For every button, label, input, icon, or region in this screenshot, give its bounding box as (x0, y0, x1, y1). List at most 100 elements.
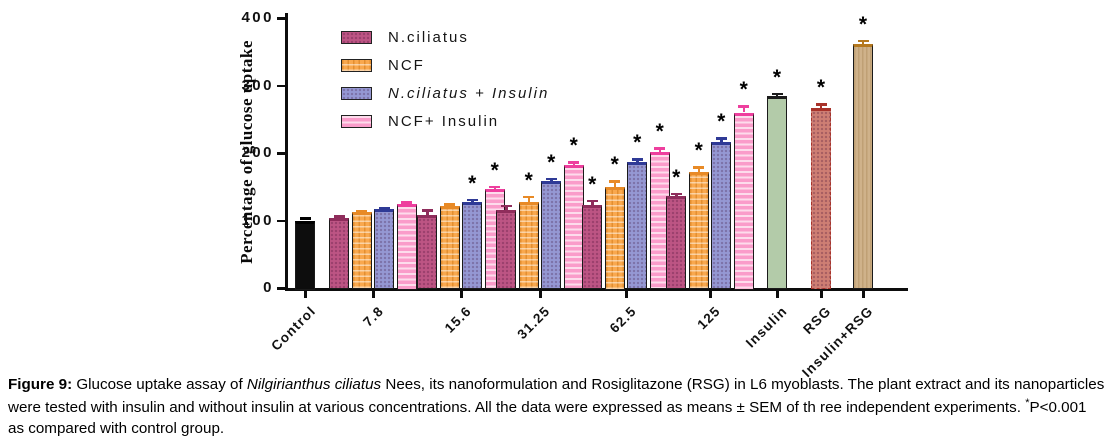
bar-ncf-insulin (733, 112, 754, 290)
error-bar-stem (697, 167, 700, 172)
significance-asterisk: * (633, 131, 642, 155)
error-bar-stem (613, 181, 616, 187)
error-bar-cap (631, 158, 643, 161)
x-axis-label: 125 (694, 303, 724, 333)
x-axis-label: 15.6 (441, 303, 475, 336)
error-bar-cap (421, 209, 433, 212)
significance-asterisk: * (610, 153, 619, 177)
bar-insulin (767, 96, 787, 290)
significance-asterisk: * (588, 172, 597, 196)
error-bar-cap (333, 215, 345, 218)
y-axis-tick (277, 17, 285, 20)
y-axis-line (285, 13, 288, 291)
error-bar-cap (500, 204, 512, 208)
error-bar-cap (299, 217, 311, 220)
error-bar-stem (658, 148, 661, 152)
significance-asterisk: * (816, 76, 826, 100)
legend-label: N.ciliatus + Insulin (388, 85, 550, 102)
x-axis-label: RSG (800, 303, 835, 338)
bar-n-ciliatus-insulin (541, 181, 562, 290)
bar-n-ciliatus-insulin (711, 142, 732, 290)
significance-asterisk: * (717, 110, 726, 134)
significance-asterisk: * (739, 78, 748, 102)
x-axis-tick (709, 291, 712, 298)
error-bar-stem (720, 138, 723, 143)
bar-n-ciliatus-insulin (462, 201, 483, 290)
error-bar-stem (591, 200, 594, 205)
legend-swatch (341, 87, 372, 100)
bar-insulin-rsg (853, 44, 873, 290)
significance-asterisk: * (468, 171, 477, 195)
legend-item: NCF+ Insulin (341, 113, 549, 130)
significance-asterisk: * (547, 150, 556, 174)
x-axis-tick (820, 291, 823, 298)
legend-item: N.ciliatus (341, 29, 549, 46)
x-axis-line (285, 288, 908, 291)
bar-ncf (351, 212, 372, 290)
y-tick-label: 400 (241, 9, 274, 26)
error-bar-cap (523, 195, 535, 199)
x-axis-label: 31.25 (514, 303, 554, 342)
bar-rsg (811, 107, 831, 290)
x-axis-tick (460, 291, 463, 298)
x-axis-tick (304, 291, 307, 298)
bar-n-ciliatus-insulin (627, 161, 648, 290)
caption-species-name: Nilgirianthus ciliatus (246, 376, 382, 393)
figure-caption-label: Figure 9: (8, 376, 73, 393)
legend-swatch (341, 59, 372, 72)
error-bar-stem (861, 40, 865, 45)
error-bar-cap (401, 201, 413, 204)
error-bar-cap (857, 39, 869, 43)
error-bar-stem (819, 104, 823, 108)
bar-ncf (688, 171, 709, 290)
legend-label: N.ciliatus (388, 29, 469, 46)
error-bar-stem (426, 210, 429, 216)
bar-ncf (518, 201, 539, 290)
significance-asterisk: * (524, 168, 533, 192)
figure-caption: Figure 9: Glucose uptake assay of Nilgir… (8, 374, 1105, 440)
error-bar-cap (466, 198, 478, 202)
x-axis-label: Control (267, 303, 319, 354)
error-bar-stem (527, 196, 530, 202)
caption-significance-text: P<0.001 as compared with control group. (8, 398, 1087, 438)
legend-item: N.ciliatus + Insulin (341, 85, 550, 102)
error-bar-cap (771, 92, 783, 96)
error-bar-cap (444, 203, 456, 206)
bar-ncf-insulin (396, 203, 417, 290)
legend-swatch (341, 115, 372, 128)
error-bar-cap (715, 137, 727, 140)
significance-asterisk: * (655, 120, 664, 144)
y-tick-label: 0 (263, 279, 274, 296)
bar-control (295, 220, 315, 290)
error-bar-cap (609, 180, 621, 183)
error-bar-cap (654, 147, 666, 150)
significance-asterisk: * (858, 12, 868, 36)
y-tick-label: 300 (241, 76, 274, 94)
bar-ncf-insulin (563, 165, 584, 290)
caption-text-2: Nees, its nanoformulation and Rosiglitaz… (8, 376, 1105, 416)
bar-ncf-insulin (649, 151, 670, 290)
significance-asterisk: * (569, 134, 578, 158)
error-bar-cap (693, 166, 705, 169)
y-axis-tick (277, 84, 285, 87)
y-axis-tick (277, 152, 285, 155)
significance-asterisk: * (672, 165, 681, 189)
error-bar-cap (545, 177, 557, 181)
chart-legend: N.ciliatus NCF N.ciliatus + Insulin NCF+ In… (341, 29, 550, 142)
y-tick-label: 200 (241, 144, 274, 161)
legend-label: NCF+ Insulin (388, 113, 500, 130)
significance-asterisk: * (694, 139, 703, 163)
y-axis-tick (277, 219, 285, 222)
x-axis-tick (862, 291, 865, 298)
bar-n-ciliatus (666, 195, 687, 290)
error-bar-cap (489, 185, 501, 189)
y-axis-tick (277, 287, 285, 290)
x-axis-label: 7.8 (359, 303, 387, 330)
x-axis-tick (776, 291, 779, 298)
bar-n-ciliatus-insulin (374, 209, 395, 290)
error-bar-cap (586, 199, 598, 203)
caption-text-1: Glucose uptake assay of (72, 376, 247, 393)
bar-ncf (439, 206, 460, 290)
error-bar-cap (815, 103, 827, 106)
